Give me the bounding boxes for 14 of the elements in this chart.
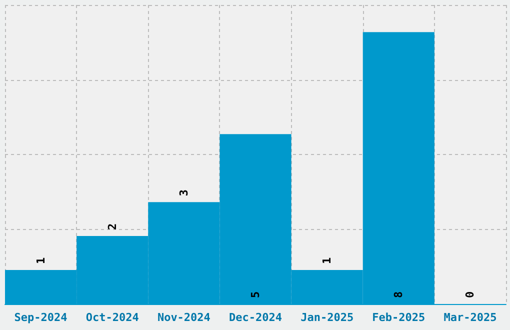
x-tick-label: Sep-2024 xyxy=(14,311,68,324)
x-tick-label: Jan-2025 xyxy=(300,311,354,324)
data-label: 0 xyxy=(464,291,477,298)
data-label: 1 xyxy=(320,257,334,264)
data-label: 2 xyxy=(106,223,119,230)
x-tick-label: Dec-2024 xyxy=(229,311,282,324)
data-label: 8 xyxy=(392,291,406,298)
x-tick-label: Mar-2025 xyxy=(444,311,497,324)
data-label: 3 xyxy=(177,189,190,196)
data-label: 5 xyxy=(249,291,262,298)
x-tick-label: Oct-2024 xyxy=(86,311,140,324)
x-tick-label: Feb-2025 xyxy=(372,311,426,324)
data-label: 1 xyxy=(34,257,48,264)
x-tick-label: Nov-2024 xyxy=(157,311,211,324)
